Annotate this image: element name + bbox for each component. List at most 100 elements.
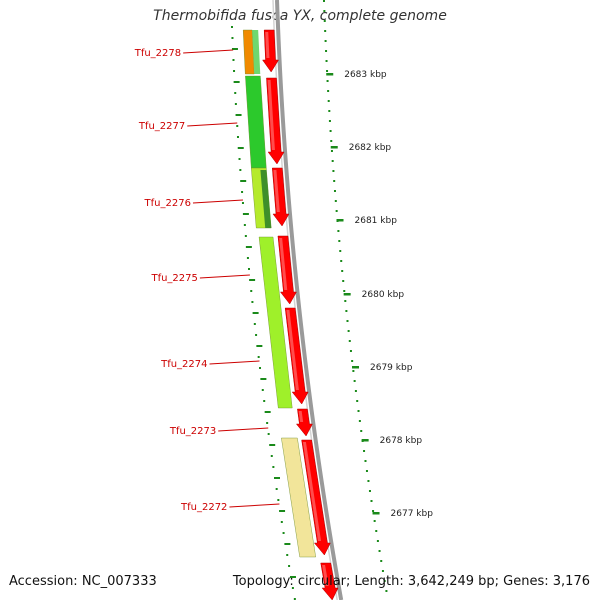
outer-tick — [333, 180, 336, 182]
outer-tick — [338, 240, 341, 242]
outer-tick — [330, 150, 333, 152]
cds-arrow-ring — [262, 29, 339, 600]
gene-label-tfu-2278: Tfu_2278 — [134, 48, 181, 59]
inner-tick — [260, 378, 267, 380]
outer-tick — [380, 560, 383, 562]
genome-title: Thermobifida fusca YX, complete genome — [153, 8, 447, 24]
outer-tick — [354, 390, 357, 392]
inner-tick — [250, 290, 253, 292]
outer-tick — [340, 260, 343, 262]
outer-tick — [375, 530, 378, 532]
accession-text: Accession: NC_007333 — [9, 574, 157, 589]
inner-tick — [293, 598, 296, 600]
outer-tick — [373, 520, 376, 522]
outer-tick — [365, 470, 368, 472]
inner-tick — [230, 26, 233, 28]
inner-tick — [234, 103, 237, 105]
inner-tick — [231, 48, 238, 50]
outer-tick — [344, 300, 347, 302]
outer-tick — [372, 510, 375, 512]
outer-tick — [323, 20, 326, 22]
outer-tick — [348, 340, 351, 342]
outer-tick — [331, 160, 334, 162]
inner-tick — [243, 224, 246, 226]
inner-tick — [244, 235, 247, 237]
outer-tick — [358, 420, 361, 422]
outer-tick — [324, 30, 327, 32]
outer-tick — [356, 400, 359, 402]
inner-tick — [236, 125, 239, 127]
outer-tick — [370, 500, 373, 502]
outer-tick — [367, 480, 370, 482]
kbp-label-4: 2680 kbp — [362, 290, 405, 300]
outer-tick — [337, 230, 340, 232]
gene-block-secondary-1 — [252, 30, 261, 74]
inner-tick — [231, 37, 234, 39]
label-leader-lines — [183, 49, 280, 508]
cds-arrow-highlight-5 — [286, 310, 299, 390]
inner-tick — [246, 257, 249, 259]
kbp-tick-6 — [361, 439, 369, 442]
gene-block-secondary-2 — [260, 170, 272, 228]
inner-tick — [239, 169, 242, 171]
inner-tick — [253, 323, 256, 325]
cds-arrow-highlight-1 — [265, 32, 270, 58]
gene-block-tfu-2277 — [245, 75, 267, 169]
kbp-scale: 2683 kbp 2682 kbp 2681 kbp 2680 kbp 2679 kbp… — [326, 70, 433, 519]
outer-tick — [326, 80, 329, 82]
inner-tick — [259, 367, 262, 369]
inner-tick — [277, 499, 280, 501]
cds-arrow-highlight-4 — [279, 238, 288, 290]
inner-tick — [245, 246, 252, 248]
inner-tick — [251, 301, 254, 303]
kbp-label-1: 2683 kbp — [344, 70, 387, 80]
outer-tick — [325, 50, 328, 52]
outer-tick — [368, 490, 371, 492]
cds-arrow-highlight-3 — [273, 170, 280, 212]
inner-tick — [269, 444, 276, 446]
gene-label-tfu-2273: Tfu_2273 — [169, 426, 216, 437]
outer-tick — [357, 410, 360, 412]
inner-gc-ticks — [230, 26, 296, 600]
kbp-label-3: 2681 kbp — [355, 216, 398, 226]
inner-tick — [236, 136, 239, 138]
outer-tick — [376, 540, 379, 542]
outer-tick — [341, 270, 344, 272]
outer-tick — [330, 140, 333, 142]
outer-tick — [334, 200, 337, 202]
inner-tick — [255, 334, 258, 336]
inner-tick — [264, 411, 271, 413]
inner-tick — [280, 521, 283, 523]
inner-tick — [252, 312, 259, 314]
inner-tick — [237, 147, 244, 149]
outer-tick — [329, 130, 332, 132]
inner-tick — [284, 543, 291, 545]
inner-tick — [232, 59, 235, 61]
inner-tick — [235, 114, 242, 116]
outer-tick — [342, 280, 345, 282]
kbp-tick-4 — [343, 293, 351, 296]
leader-tfu-2275 — [199, 274, 250, 279]
inner-tick — [263, 400, 266, 402]
outer-tick — [335, 210, 338, 212]
inner-tick — [249, 279, 256, 281]
outer-tick — [349, 350, 352, 352]
outer-tick — [360, 430, 363, 432]
inner-tick — [272, 466, 275, 468]
leader-tfu-2274 — [209, 360, 260, 365]
inner-tick — [257, 356, 260, 358]
outer-tick — [364, 460, 367, 462]
outer-tick — [345, 310, 348, 312]
cds-arrow-highlight-7 — [302, 442, 322, 541]
inner-tick — [233, 81, 240, 83]
inner-tick — [241, 191, 244, 193]
leader-tfu-2273 — [218, 427, 269, 432]
inner-tick — [267, 433, 270, 435]
outer-tick — [352, 370, 355, 372]
inner-tick — [286, 554, 289, 556]
outer-tick — [378, 550, 381, 552]
cds-arrow-highlight-8 — [322, 565, 329, 586]
inner-tick — [233, 70, 236, 72]
topology-text: Topology: circular; Length: 3,642,249 bp… — [232, 574, 590, 589]
kbp-tick-2 — [330, 146, 338, 149]
